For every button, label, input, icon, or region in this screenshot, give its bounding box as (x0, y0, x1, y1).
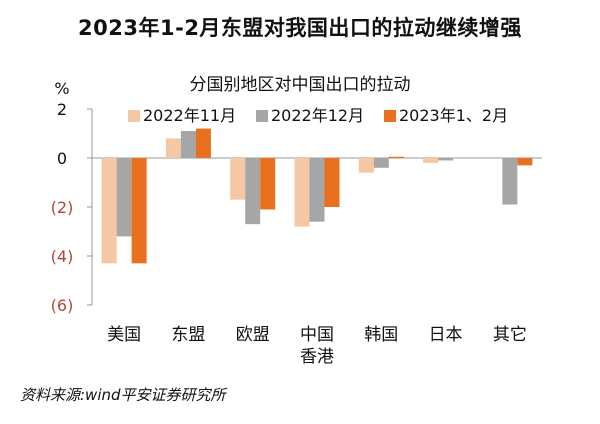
bar-7-series-3 (517, 158, 533, 166)
x-tick-label: 其它 (493, 325, 527, 345)
legend-label: 2022年12月 (271, 106, 364, 125)
y-tick-label: (2) (51, 198, 74, 217)
bar-1-series-2 (116, 158, 132, 237)
legend-swatch (256, 110, 268, 122)
bar-4-series-3 (324, 158, 340, 207)
bar-3-series-3 (260, 158, 276, 210)
bar-3-series-1 (230, 158, 246, 200)
legend-label: 2022年11月 (143, 106, 236, 125)
x-tick-label: 韩国 (364, 325, 398, 345)
y-tick-label: (6) (51, 296, 74, 315)
bar-2-series-2 (180, 131, 196, 158)
bar-4-series-2 (309, 158, 325, 222)
bar-2-series-3 (195, 128, 211, 158)
x-tick-label: 欧盟 (236, 325, 270, 345)
x-tick-label: 香港 (300, 347, 334, 367)
bar-1-series-3 (131, 158, 147, 264)
bar-3-series-2 (245, 158, 261, 225)
bar-2-series-1 (165, 138, 181, 158)
legend: 2022年11月 2022年12月 2023年1、2月 (128, 106, 508, 125)
x-tick-label: 东盟 (171, 325, 205, 345)
x-tick-label: 日本 (429, 325, 463, 345)
bar-5-series-1 (358, 158, 374, 173)
page-title: 2023年1-2月东盟对我国出口的拉动继续增强 (78, 16, 522, 40)
bars (101, 128, 533, 264)
bar-6-series-1 (423, 158, 439, 163)
bar-1-series-1 (101, 158, 117, 264)
bar-4-series-1 (294, 158, 310, 227)
y-tick-label: (4) (51, 247, 74, 266)
bar-5-series-2 (373, 158, 389, 168)
bar-6-series-2 (438, 158, 454, 161)
y-tick-label: 2 (57, 100, 67, 119)
legend-swatch (384, 110, 396, 122)
y-axis-unit-label: % (54, 79, 69, 98)
y-tick-label: 0 (57, 149, 67, 168)
chart-title: 分国别地区对中国出口的拉动 (189, 75, 411, 95)
bar-5-series-3 (388, 156, 404, 158)
legend-label: 2023年1、2月 (399, 106, 508, 125)
legend-swatch (128, 110, 140, 122)
source-note: 资料来源:wind平安证券研究所 (20, 386, 226, 404)
x-tick-label: 美国 (107, 325, 141, 345)
x-tick-label: 中国 (300, 325, 334, 345)
bar-7-series-2 (502, 158, 518, 205)
